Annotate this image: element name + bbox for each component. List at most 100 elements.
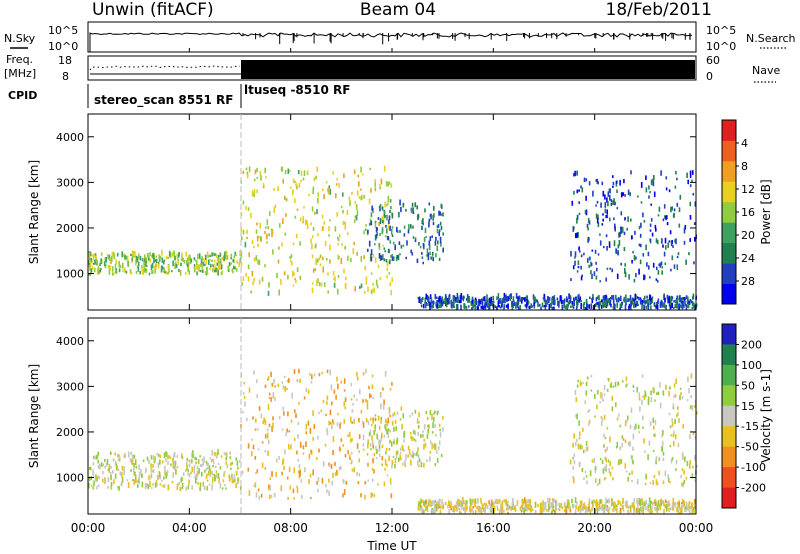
echo-cell — [565, 508, 568, 514]
echo-cell — [670, 268, 672, 272]
echo-cell — [676, 507, 678, 513]
echo-cell — [284, 169, 287, 175]
echo-cell — [377, 483, 379, 486]
echo-cell — [652, 262, 655, 268]
echo-cell — [459, 510, 461, 514]
echo-cell — [483, 507, 485, 510]
echo-cell — [679, 195, 682, 200]
echo-cell — [606, 209, 608, 215]
echo-cell — [248, 387, 251, 393]
echo-cell — [682, 297, 685, 300]
echo-cell — [691, 466, 694, 469]
echo-cell — [394, 244, 396, 251]
echo-cell — [219, 252, 222, 257]
echo-cell — [420, 506, 423, 510]
echo-cell — [241, 282, 243, 286]
echo-cell — [588, 419, 591, 424]
echo-cell — [141, 258, 144, 262]
echo-cell — [274, 204, 277, 209]
echo-cell — [298, 470, 300, 474]
echo-cell — [127, 451, 130, 458]
echo-cell — [217, 449, 219, 455]
echo-cell — [630, 218, 632, 222]
echo-cell — [205, 259, 207, 265]
echo-cell — [243, 396, 246, 400]
echo-cell — [224, 484, 226, 487]
echo-cell — [395, 256, 398, 262]
echo-cell — [225, 456, 228, 461]
echo-cell — [416, 451, 418, 457]
echo-cell — [560, 300, 563, 305]
echo-cell — [580, 276, 583, 281]
echo-cell — [193, 465, 196, 470]
echo-cell — [399, 230, 401, 233]
x-axis-label: Time UT — [366, 539, 417, 553]
echo-cell — [150, 463, 152, 468]
echo-cell — [575, 414, 577, 418]
echo-cell — [653, 175, 655, 181]
echo-cell — [575, 305, 578, 310]
echo-cell — [207, 471, 210, 475]
echo-cell — [586, 446, 589, 451]
echo-cell — [517, 306, 520, 310]
echo-cell — [135, 270, 138, 274]
echo-cell — [136, 479, 139, 484]
echo-cell — [645, 187, 648, 193]
echo-cell — [298, 402, 300, 405]
echo-cell — [201, 255, 203, 259]
echo-cell — [379, 258, 382, 261]
echo-cell — [544, 506, 547, 511]
echo-cell — [382, 254, 384, 260]
echo-cell — [95, 455, 97, 460]
frequency-panel-frame — [87, 55, 697, 81]
echo-cell — [296, 487, 299, 493]
echo-cell — [622, 192, 625, 196]
echo-cell — [611, 466, 614, 470]
echo-cell — [416, 258, 419, 263]
echo-cell — [436, 228, 439, 234]
echo-cell — [274, 397, 276, 401]
echo-cell — [673, 383, 676, 388]
echo-cell — [597, 222, 600, 227]
echo-cell — [378, 221, 380, 227]
echo-cell — [194, 266, 196, 273]
echo-cell — [342, 210, 344, 214]
date-title: 18/Feb/2011 — [606, 0, 712, 20]
echo-cell — [186, 465, 188, 470]
echo-cell — [211, 449, 213, 456]
echo-cell — [360, 166, 362, 173]
echo-cell — [468, 296, 470, 300]
echo-cell — [350, 416, 352, 423]
echo-cell — [458, 503, 460, 507]
echo-cell — [655, 456, 658, 462]
echo-cell — [123, 470, 125, 476]
echo-cell — [366, 400, 369, 406]
echo-cell — [239, 250, 241, 256]
echo-cell — [619, 446, 621, 451]
echo-cell — [89, 260, 92, 267]
echo-cell — [613, 240, 616, 247]
echo-cell — [378, 453, 381, 457]
echo-cell — [689, 238, 691, 242]
echo-cell — [549, 505, 552, 509]
echo-cell — [638, 268, 640, 275]
y-tick-label: 4000 — [56, 131, 84, 144]
echo-cell — [434, 499, 436, 503]
echo-cell — [666, 222, 669, 226]
echo-cell — [161, 460, 164, 464]
echo-cell — [439, 304, 442, 308]
echo-cell — [429, 251, 431, 255]
echo-cell — [501, 511, 503, 514]
echo-cell — [388, 215, 391, 221]
echo-cell — [667, 242, 669, 248]
echo-cell — [419, 245, 422, 249]
echo-cell — [557, 301, 559, 306]
echo-cell — [239, 459, 241, 463]
echo-cell — [225, 452, 228, 458]
echo-cell — [554, 510, 556, 514]
noise-trace — [89, 32, 693, 52]
echo-cell — [88, 476, 91, 481]
echo-cell — [483, 502, 486, 506]
echo-cell — [215, 267, 218, 271]
echo-cell — [589, 509, 592, 514]
